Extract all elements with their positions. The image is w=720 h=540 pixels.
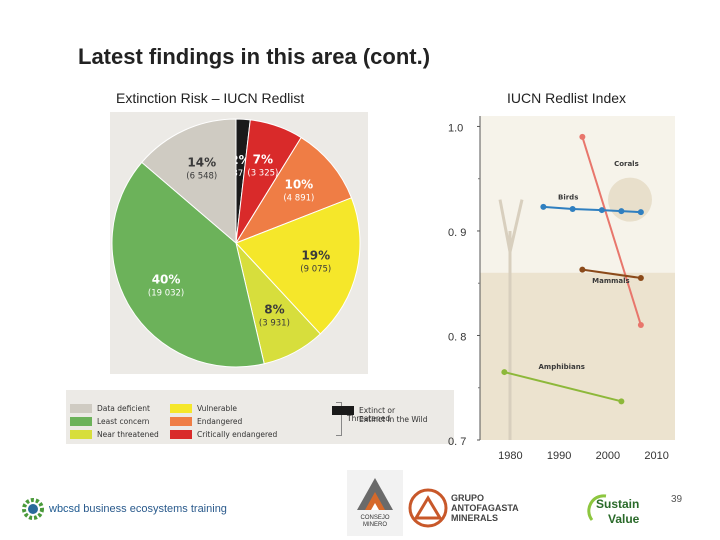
pie-percent-label: 19%	[301, 248, 330, 262]
x-tick-label: 1980	[498, 450, 522, 462]
legend-item-critically-endangered: Critically endangered	[170, 430, 277, 439]
data-point-birds	[637, 209, 644, 216]
series-line-corals	[581, 136, 642, 326]
pie-count-label: (4 891)	[283, 194, 314, 204]
legend-item-endangered: Endangered	[170, 417, 242, 426]
pie-slice-vulnerable	[235, 197, 361, 335]
pie-count-label: (3 931)	[259, 318, 290, 328]
page-number: 39	[671, 494, 683, 505]
legend-threatened-label: Threatened	[347, 414, 391, 423]
data-point-amphibians	[501, 369, 508, 376]
series-label-corals: Corals	[614, 160, 639, 168]
data-point-birds	[540, 203, 547, 210]
sustain-value-icon: Sustain Value	[587, 494, 640, 526]
tree-silhouette	[608, 177, 652, 222]
legend-item-data-deficient: Data deficient	[70, 404, 150, 413]
y-tick-label: 0. 8	[448, 331, 466, 343]
threatened-bracket	[336, 402, 342, 436]
legend-item-extinct: Extinct or Extinct in the Wild	[332, 406, 428, 424]
y-tick-label: 1.0	[448, 122, 463, 134]
wbcsd-prefix: wbcsd	[49, 503, 81, 515]
data-point-birds	[569, 206, 576, 213]
pie-count-label: (3 325)	[247, 169, 278, 179]
pie-count-label: (19 032)	[148, 289, 184, 299]
data-point-mammals	[637, 275, 644, 281]
legend-label: Endangered	[197, 417, 243, 426]
consejo-minero-logo: CONSEJO MINERO	[347, 470, 403, 536]
wbcsd-logo: wbcsd business ecosystems training	[20, 496, 227, 522]
value-text: Value	[608, 512, 640, 526]
legend-label: Least concern	[97, 417, 150, 426]
legend-swatch	[170, 417, 192, 426]
y-tick-label: 0. 9	[448, 227, 466, 239]
x-tick-label: 2010	[644, 450, 668, 462]
pie-percent-label: 14%	[187, 156, 216, 170]
pie-legend: Data deficient Least concern Near threat…	[66, 390, 454, 444]
antofagasta-label: GRUPO ANTOFAGASTA MINERALS	[451, 493, 519, 523]
x-tick-label: 1990	[547, 450, 571, 462]
y-tick-label: 0. 7	[448, 436, 466, 448]
legend-item-vulnerable: Vulnerable	[170, 404, 237, 413]
legend-swatch	[332, 406, 354, 415]
legend-item-near-threatened: Near threatened	[70, 430, 159, 439]
legend-label: Vulnerable	[197, 404, 237, 413]
data-point-corals	[637, 322, 644, 329]
series-line-mammals	[582, 268, 642, 279]
pie-count-label: (6 548)	[186, 172, 217, 182]
legend-swatch	[170, 404, 192, 413]
pie-slice-least-concern	[111, 161, 265, 368]
pie-chart: 2%(875)7%(3 325)10%(4 891)19%(9 075)8%(3…	[111, 118, 361, 368]
consejo-minero-label: CONSEJO MINERO	[360, 515, 390, 528]
line-chart-title: IUCN Redlist Index	[507, 90, 627, 106]
series-label-birds: Birds	[558, 194, 578, 202]
wbcsd-tagline: business ecosystems training	[83, 503, 227, 515]
pie-percent-label: 7%	[253, 153, 273, 167]
wbcsd-globe-icon	[22, 498, 44, 520]
pie-percent-label: 10%	[284, 178, 313, 192]
plot-background-band	[480, 272, 675, 440]
sustain-value-logo: Sustain Value	[586, 490, 658, 535]
legend-swatch	[170, 430, 192, 439]
x-tick-label: 2000	[596, 450, 620, 462]
pie-count-label: (9 075)	[300, 264, 331, 274]
pie-slice-endangered	[234, 136, 353, 245]
tree-silhouette	[498, 199, 524, 440]
line-chart: 1.0 0. 9 0. 8 0. 7 1980 1990 2000 2010 Corals Bir…	[448, 116, 675, 462]
legend-label: Critically endangered	[197, 430, 278, 439]
legend-swatch	[70, 404, 92, 413]
data-point-birds	[618, 208, 625, 215]
series-label-mammals: Mammals	[592, 277, 630, 285]
pie-slice-data-deficient	[141, 118, 237, 245]
legend-label: Extinct or Extinct in the Wild	[359, 406, 428, 424]
consejo-minero-icon	[357, 478, 393, 510]
pie-percent-label: 40%	[152, 273, 181, 287]
series-line-amphibians	[504, 371, 622, 403]
legend-swatch	[70, 417, 92, 426]
data-point-corals	[579, 133, 586, 140]
wbcsd-text: wbcsd business ecosystems training	[49, 503, 227, 515]
pie-percent-label: 8%	[264, 302, 284, 316]
legend-label: Near threatened	[97, 430, 159, 439]
data-point-amphibians	[618, 398, 625, 405]
antofagasta-icon	[408, 488, 448, 528]
series-label-amphibians: Amphibians	[539, 363, 585, 371]
legend-label: Data deficient	[97, 404, 150, 413]
data-point-mammals	[579, 266, 586, 273]
slide-title: Latest findings in this area (cont.)	[78, 44, 431, 69]
legend-item-least-concern: Least concern	[70, 417, 149, 426]
pie-count-label: (875)	[229, 169, 252, 179]
pie-chart-title: Extinction Risk – IUCN Redlist	[116, 90, 305, 106]
legend-swatch	[70, 430, 92, 439]
sustain-text: Sustain	[596, 497, 639, 511]
data-point-birds	[598, 207, 605, 214]
